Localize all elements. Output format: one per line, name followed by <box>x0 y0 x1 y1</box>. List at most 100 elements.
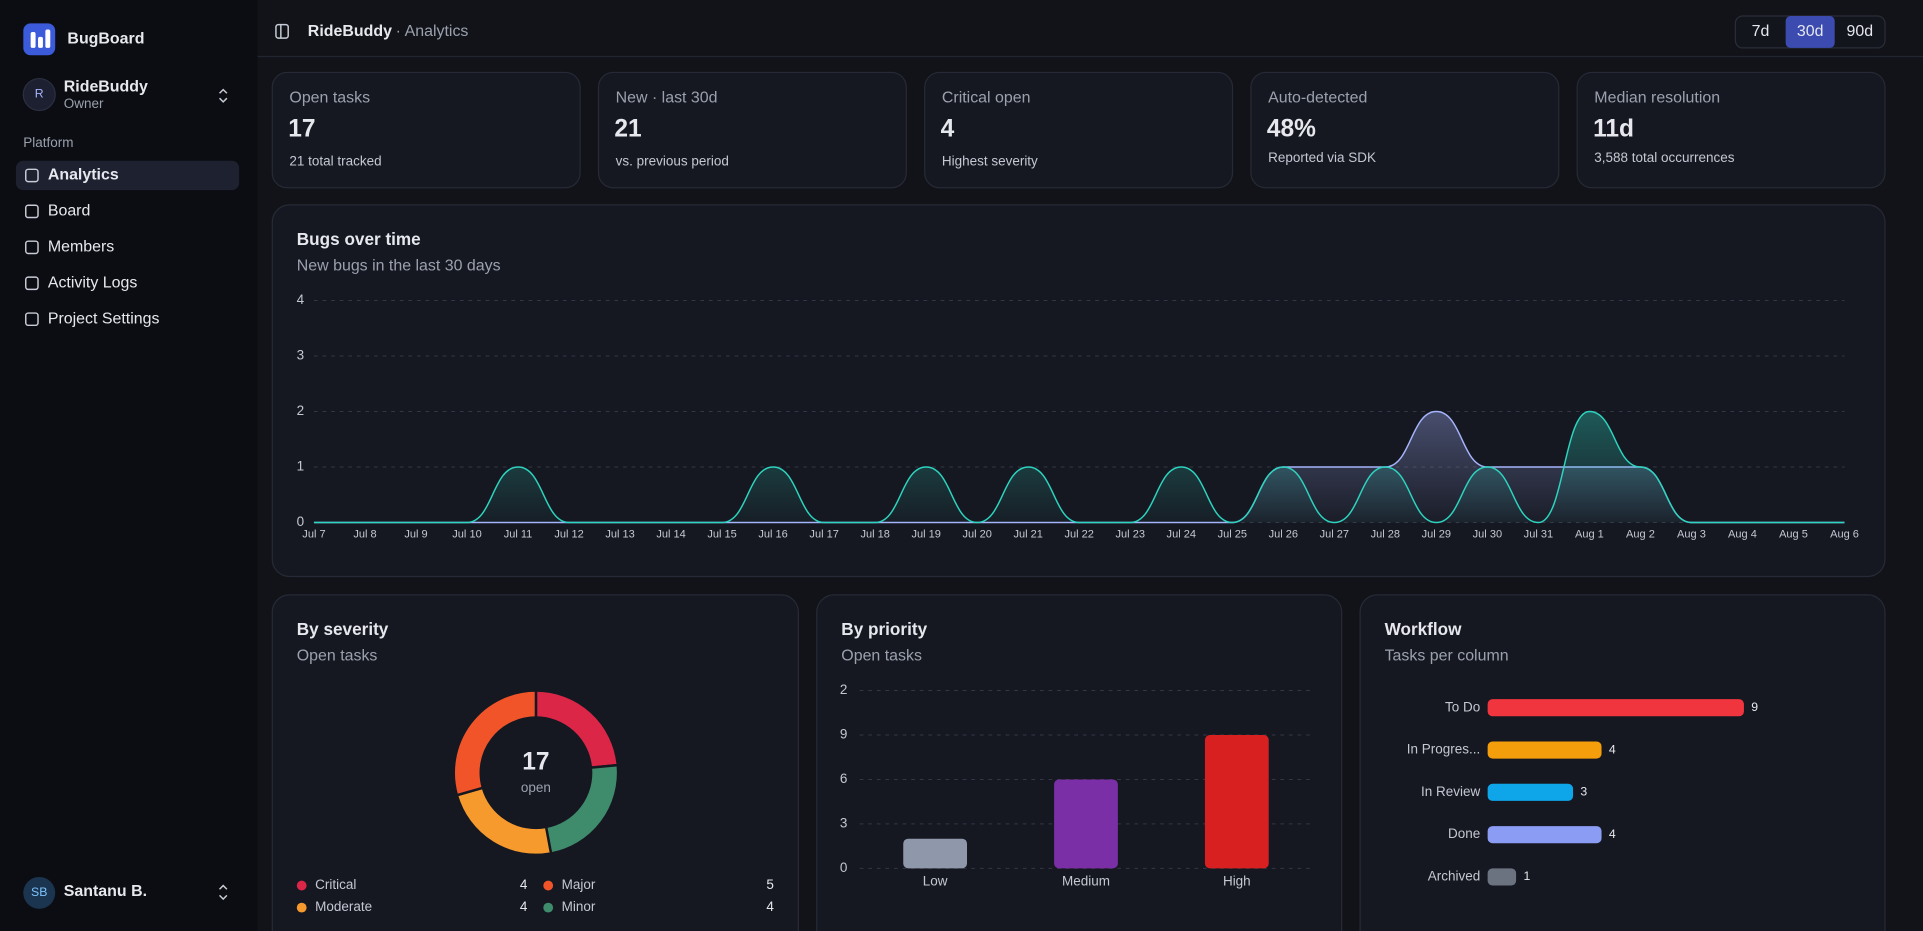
x-tick-label: Jul 23 <box>1116 529 1145 541</box>
legend-value: 4 <box>520 877 528 892</box>
y-tick-label: 1 <box>297 459 305 474</box>
value-label: 1 <box>1523 869 1530 883</box>
nav-item[interactable]: Project Settings <box>48 310 160 327</box>
kpi-card <box>924 71 1234 189</box>
project-name: RideBuddy <box>64 78 148 95</box>
user-menu[interactable]: SB Santanu B. <box>23 876 228 909</box>
kpi-note: Reported via SDK <box>1268 150 1376 165</box>
x-tick-label: Jul 19 <box>911 529 940 541</box>
legend-value: 4 <box>766 899 774 914</box>
kpi-value: 11d <box>1593 116 1634 143</box>
category-label: To Do <box>1445 699 1480 714</box>
x-tick-label: Jul 27 <box>1320 529 1349 541</box>
category-label: In Progres... <box>1407 742 1480 757</box>
x-tick-label: Medium <box>1062 873 1110 888</box>
range-button[interactable]: 90d <box>1847 23 1874 40</box>
nav-section: Platform <box>23 135 73 150</box>
value-label: 3 <box>1580 785 1587 799</box>
category-label: Done <box>1448 826 1480 841</box>
legend-swatch <box>296 880 307 891</box>
legend-label: Critical <box>315 877 356 892</box>
nav-item[interactable]: Analytics <box>48 167 119 184</box>
x-tick-label: Jul 13 <box>605 529 634 541</box>
kpi-value: 21 <box>614 116 641 143</box>
x-tick-label: Jul 11 <box>504 529 533 541</box>
y-tick-label: 6 <box>840 771 848 786</box>
chart-card <box>271 594 799 931</box>
x-tick-label: Jul 26 <box>1269 529 1298 541</box>
x-tick-label: Jul 31 <box>1524 529 1553 541</box>
x-tick-label: Jul 28 <box>1371 529 1400 541</box>
kpi-label: Critical open <box>942 89 1031 106</box>
x-tick-label: Jul 24 <box>1167 529 1196 541</box>
app-name: BugBoard <box>67 31 144 48</box>
user-avatar <box>23 876 56 909</box>
range-buttons: 7d 30d 90d <box>1752 16 1874 48</box>
y-tick-label: 9 <box>840 727 848 742</box>
bar <box>1487 741 1602 759</box>
kpi-card <box>597 71 907 189</box>
range-button[interactable]: 30d <box>1797 23 1824 40</box>
project-avatar <box>22 77 56 112</box>
range-button[interactable]: 7d <box>1752 23 1770 40</box>
chevron-icon <box>219 884 228 901</box>
chart-title: Bugs over time <box>297 229 421 249</box>
legend-swatch <box>543 902 554 913</box>
x-tick-label: Jul 10 <box>452 529 481 541</box>
chart-card <box>1359 594 1886 931</box>
bar <box>1487 783 1574 801</box>
project-role: Owner <box>64 96 104 111</box>
nav-item[interactable]: Members <box>48 239 114 256</box>
bar <box>1204 735 1269 869</box>
legend-value: 4 <box>520 899 528 914</box>
chart-subtitle: New bugs in the last 30 days <box>297 257 501 274</box>
x-tick-label: Aug 4 <box>1728 529 1757 541</box>
x-tick-label: Jul 9 <box>404 529 427 541</box>
kpi-label: Auto-detected <box>1268 89 1367 106</box>
x-tick-label: Jul 22 <box>1065 529 1094 541</box>
x-tick-label: Aug 5 <box>1779 529 1808 541</box>
category-label: In Review <box>1421 784 1480 799</box>
donut-slice <box>452 689 538 797</box>
project-switcher[interactable]: R RideBuddy Owner <box>22 77 228 112</box>
x-tick-label: Jul 29 <box>1422 529 1451 541</box>
kpi-note: 21 total tracked <box>289 154 381 169</box>
bar <box>1054 779 1118 869</box>
legend-swatch <box>296 902 307 913</box>
breadcrumb: RideBuddy · Analytics <box>308 23 469 40</box>
sidebar-toggle[interactable] <box>275 23 289 39</box>
y-tick-label: 3 <box>297 348 305 363</box>
x-tick-label: Aug 3 <box>1677 529 1706 541</box>
kpi-value: 4 <box>941 116 955 143</box>
legend-value: 5 <box>766 877 773 892</box>
range-active <box>1785 16 1835 48</box>
x-tick-label: Jul 7 <box>302 529 325 541</box>
x-tick-label: Aug 1 <box>1575 529 1604 541</box>
nav-active-bg <box>15 160 240 191</box>
x-tick-label: Jul 14 <box>656 529 685 541</box>
user-initials: SB <box>31 885 47 899</box>
nav-icon <box>25 204 39 219</box>
nav-item[interactable]: Board <box>48 203 91 220</box>
x-tick-label: Jul 16 <box>758 529 787 541</box>
chart-subtitle: Tasks per column <box>1385 647 1509 664</box>
chart-subtitle: Open tasks <box>297 647 378 664</box>
legend-label: Major <box>562 877 596 892</box>
donut-center-label: open <box>521 780 551 795</box>
x-tick-label: High <box>1223 873 1251 888</box>
category-label: Archived <box>1428 869 1480 884</box>
x-tick-label: Aug 2 <box>1626 529 1655 541</box>
x-tick-label: Jul 18 <box>860 529 889 541</box>
charts: Bugs over time New bugs in the last 30 da… <box>271 204 1886 931</box>
nav: Analytics Board Members Activity Logs Projec… <box>15 160 240 327</box>
x-tick-label: Jul 21 <box>1014 529 1043 541</box>
bar <box>1487 868 1517 886</box>
x-tick-label: Jul 30 <box>1473 529 1502 541</box>
y-tick-label: 0 <box>840 860 848 875</box>
y-tick-label: 0 <box>297 514 305 529</box>
breadcrumb-project: RideBuddy <box>308 23 392 40</box>
nav-icon <box>25 312 39 327</box>
nav-item[interactable]: Activity Logs <box>48 274 137 291</box>
